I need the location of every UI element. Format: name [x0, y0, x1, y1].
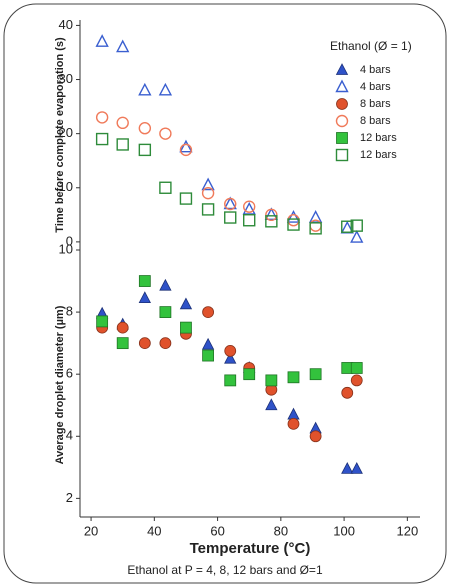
square-marker	[202, 349, 214, 362]
legend-label: 4 bars	[360, 81, 391, 93]
square-marker	[179, 192, 193, 205]
square-marker	[224, 211, 237, 224]
y-tick-label: 10	[59, 241, 73, 256]
square-marker	[116, 138, 129, 151]
square-marker	[159, 306, 172, 318]
circle-marker	[159, 127, 172, 140]
square-marker	[243, 214, 256, 227]
triangle-marker	[287, 407, 300, 420]
square-marker	[95, 132, 109, 146]
triangle-marker	[223, 196, 237, 210]
x-tick-label: 120	[396, 523, 418, 538]
legend-label: 8 bars	[360, 115, 391, 127]
square-marker	[350, 219, 363, 232]
square-marker	[138, 143, 152, 157]
square-marker	[159, 181, 172, 194]
triangle-marker	[179, 139, 193, 153]
triangle-marker	[158, 82, 173, 96]
circle-marker	[202, 306, 214, 318]
y-axis-label: Average droplet diameter (µm)	[54, 305, 66, 464]
circle-marker	[138, 337, 151, 350]
x-tick-label: 80	[274, 523, 288, 538]
triangle-marker	[308, 210, 323, 223]
circle-marker	[224, 197, 237, 211]
circle-marker	[116, 116, 129, 130]
y-tick-label: 6	[66, 366, 73, 381]
x-tick-label: 100	[333, 523, 355, 538]
square-marker	[287, 371, 300, 384]
square-marker	[116, 337, 129, 350]
x-tick-label: 20	[84, 523, 98, 538]
circle-marker	[265, 208, 278, 222]
square-marker	[180, 321, 192, 334]
circle-marker	[95, 111, 109, 124]
circle-marker	[201, 186, 215, 200]
triangle-marker	[350, 230, 364, 243]
square-marker	[243, 368, 256, 381]
square-marker	[309, 222, 322, 235]
circle-marker	[224, 345, 237, 357]
y-tick-label: 4	[66, 428, 73, 443]
square-marker	[265, 215, 278, 228]
circle-marker	[159, 337, 172, 350]
frame	[3, 3, 447, 584]
square-marker	[335, 148, 349, 162]
triangle-marker	[138, 291, 151, 304]
circle-marker	[138, 122, 152, 135]
x-tick-label: 60	[210, 523, 224, 538]
circle-marker	[179, 143, 193, 157]
square-marker	[287, 218, 300, 231]
circle-marker	[341, 386, 354, 399]
triangle-marker	[341, 462, 354, 474]
triangle-marker	[335, 79, 349, 93]
legend-label: 4 bars	[360, 64, 391, 76]
circle-marker	[287, 417, 300, 430]
triangle-marker	[159, 278, 172, 291]
triangle-marker	[264, 207, 279, 221]
square-marker	[201, 203, 215, 216]
triangle-marker	[224, 351, 237, 364]
square-marker	[96, 315, 109, 328]
y-tick-label: 20	[59, 125, 73, 140]
legend-label: 12 bars	[360, 132, 397, 144]
y-axis-label: Time before complete evaporation (s)	[54, 37, 66, 233]
triangle-marker	[242, 201, 256, 215]
x-axis-label: Temperature (°C)	[190, 540, 311, 557]
circle-marker	[335, 114, 349, 128]
square-marker	[309, 368, 322, 381]
triangle-marker	[138, 82, 152, 96]
y-tick-label: 8	[66, 304, 73, 319]
legend-label: 12 bars	[360, 149, 397, 161]
caption: Ethanol at P = 4, 8, 12 bars and Ø=1	[127, 563, 323, 577]
triangle-marker	[201, 337, 215, 350]
triangle-marker	[95, 34, 109, 47]
square-marker	[138, 275, 151, 287]
triangle-marker	[116, 39, 130, 53]
x-tick-label: 40	[147, 523, 161, 538]
triangle-marker	[179, 297, 193, 310]
circle-marker	[116, 321, 129, 334]
y-tick-label: 2	[66, 490, 73, 505]
y-tick-label: 30	[59, 71, 73, 86]
legend-title: Ethanol (Ø = 1)	[330, 39, 412, 53]
y-tick-label: 0	[66, 233, 73, 248]
square-marker	[341, 220, 354, 233]
circle-marker	[309, 430, 322, 443]
triangle-marker	[350, 462, 363, 474]
triangle-marker	[286, 210, 301, 223]
square-marker	[265, 374, 278, 387]
circle-marker	[243, 200, 256, 213]
y-tick-label: 10	[59, 179, 73, 194]
square-marker	[350, 362, 363, 374]
y-tick-label: 40	[59, 17, 73, 32]
triangle-marker	[335, 63, 349, 75]
legend-label: 8 bars	[360, 98, 391, 110]
square-marker	[224, 374, 237, 387]
triangle-marker	[265, 398, 278, 411]
circle-marker	[336, 98, 348, 110]
circle-marker	[350, 374, 363, 387]
square-marker	[336, 132, 348, 144]
triangle-marker	[201, 177, 215, 191]
